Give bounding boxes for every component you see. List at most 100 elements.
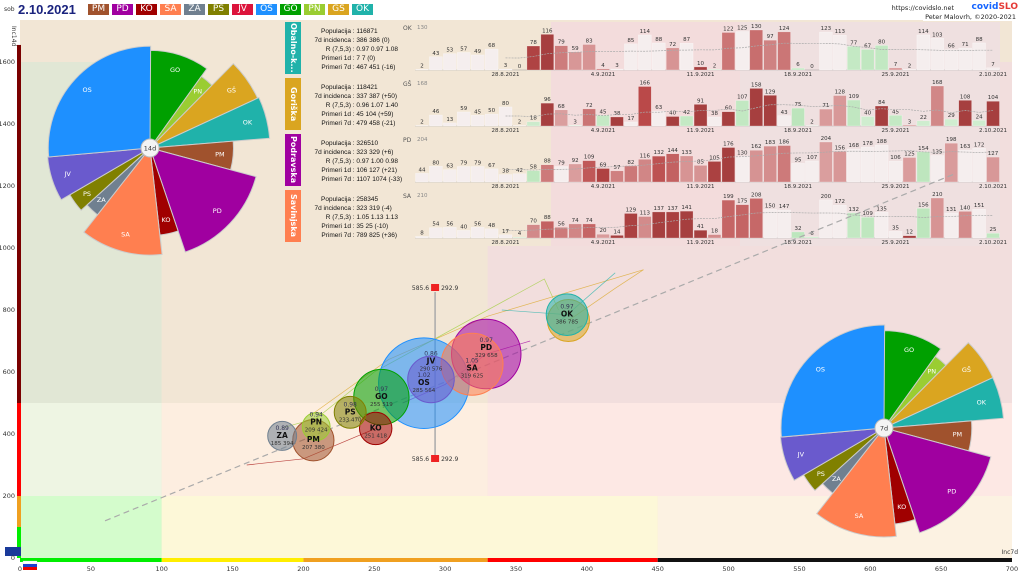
bar-value-label: 132 bbox=[654, 150, 665, 156]
bar-value-label: 43 bbox=[432, 51, 439, 57]
pie-wedge-label: OS bbox=[816, 365, 825, 373]
y-tick-label: 1400 bbox=[0, 120, 15, 128]
bubble-PN bbox=[301, 412, 331, 441]
pie-wedge-label: JV bbox=[797, 450, 805, 458]
slovenia-inc14d-label: 585.6 bbox=[412, 285, 429, 292]
bar bbox=[791, 67, 805, 71]
bubble-code-label: GO bbox=[375, 392, 388, 401]
bar-value-label: 144 bbox=[667, 148, 678, 154]
legend-chip-SA[interactable]: SA bbox=[160, 4, 181, 15]
strip-max-label: 210 bbox=[417, 193, 428, 199]
pie-wedge-OK bbox=[149, 96, 271, 149]
legend-chip-OK[interactable]: OK bbox=[352, 4, 373, 15]
bar-value-label: 128 bbox=[835, 90, 846, 96]
bar bbox=[707, 161, 722, 183]
bar bbox=[526, 224, 541, 239]
bar-value-label: 156 bbox=[918, 202, 929, 208]
strip-max-label: 130 bbox=[417, 25, 428, 31]
bubble-code-label: PS bbox=[345, 407, 356, 416]
bar-value-label: 204 bbox=[821, 136, 832, 142]
brand-logo: covidSLO bbox=[972, 2, 1018, 12]
bar-value-label: 8 bbox=[420, 230, 424, 236]
x-tick-label: 50 bbox=[87, 565, 95, 573]
legend-chip-ZA[interactable]: ZA bbox=[184, 4, 205, 15]
bar bbox=[512, 173, 527, 183]
y-axis-color-band bbox=[17, 403, 21, 496]
bar bbox=[582, 223, 596, 239]
bar-value-label: 38 bbox=[711, 111, 718, 117]
legend-chip-GŠ[interactable]: GŠ bbox=[328, 4, 349, 15]
bubble bbox=[301, 412, 331, 441]
bar-value-label: 2 bbox=[908, 63, 912, 69]
region-name-tag: Obalno-k... bbox=[285, 22, 301, 74]
bar bbox=[693, 229, 708, 239]
legend-chip-PD[interactable]: PD bbox=[112, 4, 133, 15]
info-row-d7: Primeri 7d : 467 451 (-16) bbox=[321, 64, 396, 71]
bar-value-label: 59 bbox=[572, 46, 579, 52]
bar bbox=[624, 213, 638, 239]
bar bbox=[777, 31, 791, 71]
region-info-PD: Podravska Populacija : 326510 7d incidenca… bbox=[285, 134, 403, 186]
bar bbox=[763, 209, 777, 239]
bubble-code-label: KO bbox=[370, 423, 382, 432]
region-name-tag: Savinjska bbox=[285, 190, 301, 242]
bar-value-label: 105 bbox=[709, 155, 720, 161]
x-tick-label: 650 bbox=[935, 565, 947, 573]
bar bbox=[443, 122, 457, 127]
y-tick-label: 600 bbox=[3, 368, 15, 376]
bar-value-label: 41 bbox=[697, 224, 704, 230]
average-line bbox=[505, 150, 994, 171]
bar-value-label: 67 bbox=[488, 163, 495, 169]
bar-date-label: 28.8.2021 bbox=[492, 72, 520, 78]
legend-chip-JV[interactable]: JV bbox=[232, 4, 253, 15]
bar bbox=[540, 164, 555, 183]
region-name-tag: Podravska bbox=[285, 134, 301, 186]
bar bbox=[930, 155, 945, 183]
bar bbox=[958, 100, 972, 127]
bar-value-label: 18 bbox=[711, 229, 718, 235]
info-row-inc: 7d incidenca : 323 319 (-4) bbox=[314, 205, 392, 212]
bar-date-label: 28.8.2021 bbox=[492, 240, 520, 246]
pie-wedge-OS bbox=[47, 45, 152, 158]
legend-chip-PS[interactable]: PS bbox=[208, 4, 229, 15]
legend-chip-PM[interactable]: PM bbox=[88, 4, 109, 15]
bar bbox=[944, 118, 958, 127]
bar bbox=[582, 44, 596, 71]
legend-chip-PN[interactable]: PN bbox=[304, 4, 325, 15]
bar bbox=[568, 223, 582, 239]
bar bbox=[498, 174, 513, 183]
bar-value-label: 80 bbox=[432, 160, 439, 166]
bar-value-label: 58 bbox=[530, 165, 537, 171]
bar bbox=[986, 100, 1000, 127]
bar bbox=[652, 42, 666, 71]
bar-value-label: 10 bbox=[697, 61, 704, 67]
slovenia-flag-icon bbox=[22, 560, 38, 570]
bar-value-label: 79 bbox=[474, 161, 481, 167]
legend-chip-OS[interactable]: OS bbox=[256, 4, 277, 15]
bar-value-label: 44 bbox=[418, 167, 425, 173]
bar bbox=[457, 166, 471, 183]
pie-wedge-JV bbox=[779, 427, 885, 481]
bar-value-label: 92 bbox=[572, 158, 579, 164]
bar-value-label: 46 bbox=[432, 109, 439, 115]
info-row-pop: Populacija : 118421 bbox=[321, 84, 378, 91]
bar-value-label: 3 bbox=[573, 119, 577, 125]
legend-chip-GO[interactable]: GO bbox=[280, 4, 301, 15]
bar-value-label: 104 bbox=[988, 95, 999, 101]
x-tick-label: 550 bbox=[793, 565, 805, 573]
bar bbox=[470, 115, 485, 127]
bar-value-label: 129 bbox=[626, 207, 637, 213]
x-axis-color-band bbox=[657, 558, 1012, 562]
brand-part-a: covid bbox=[971, 2, 999, 12]
bar bbox=[860, 216, 875, 239]
bubble-value-label: 319 625 bbox=[461, 373, 484, 379]
bar bbox=[526, 45, 541, 71]
bubble bbox=[407, 355, 455, 404]
bar-value-label: 156 bbox=[835, 145, 846, 151]
bar-value-label: 85 bbox=[697, 159, 704, 165]
bar bbox=[498, 106, 513, 127]
legend-chip-KO[interactable]: KO bbox=[136, 4, 157, 15]
site-url[interactable]: https://covidslo.net bbox=[891, 4, 954, 12]
bar bbox=[986, 232, 1000, 239]
bar-value-label: 79 bbox=[558, 40, 565, 46]
